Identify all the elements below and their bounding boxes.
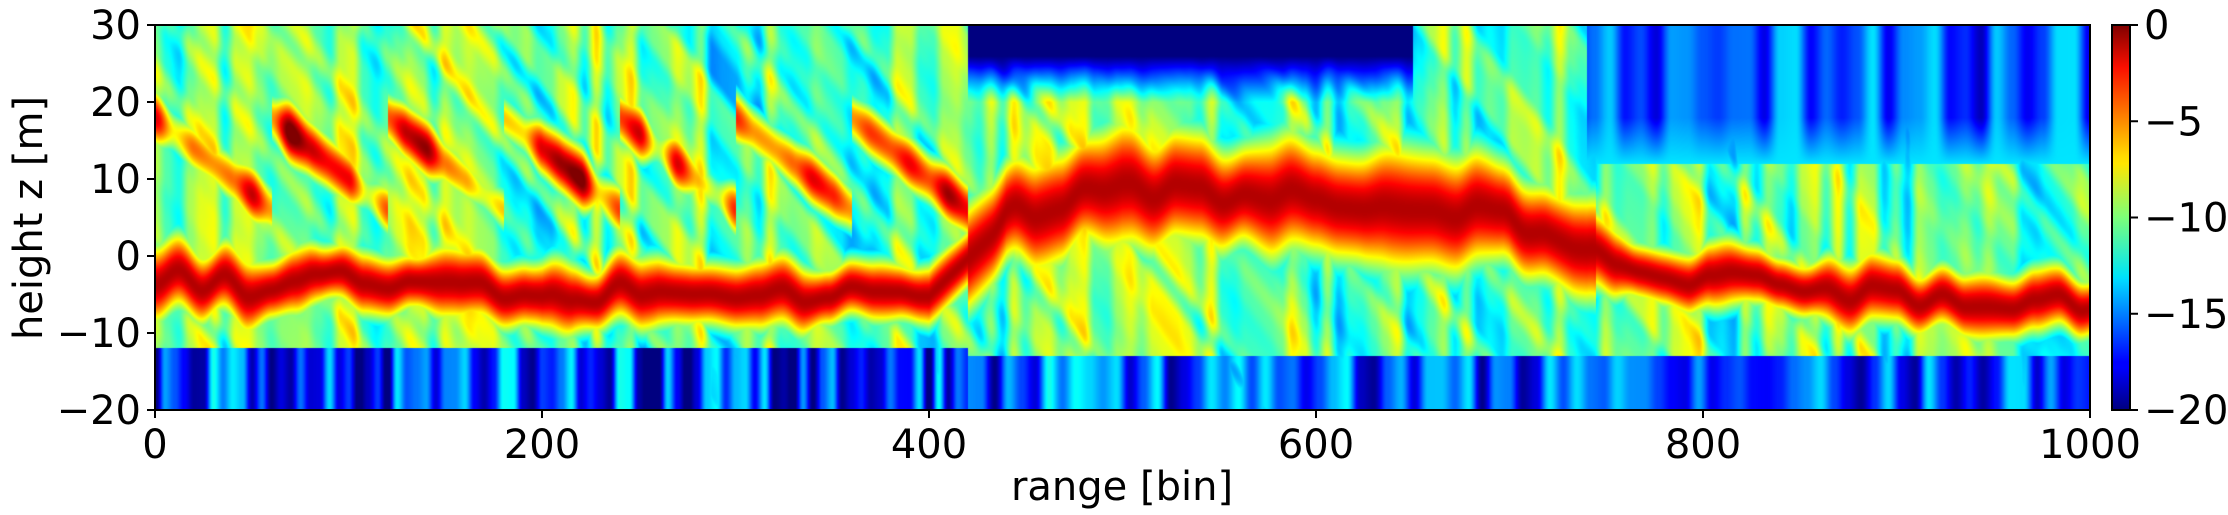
heatmap-area <box>154 24 2091 411</box>
y-tick-label: 0 <box>116 234 141 280</box>
heatmap-canvas <box>155 25 2090 410</box>
colorbar-tick-label: −15 <box>2144 292 2228 338</box>
x-tick-label: 400 <box>891 422 967 468</box>
x-axis-label: range [bin] <box>1011 464 1233 510</box>
y-axis-label: height z [m] <box>6 96 52 340</box>
x-tick-label: 200 <box>504 422 580 468</box>
colorbar-tick-label: 0 <box>2144 3 2169 49</box>
y-axis: −20 −10 0 10 20 30 <box>57 3 155 434</box>
y-tick-label: −10 <box>57 311 141 357</box>
colorbar-tick-label: −5 <box>2144 99 2203 145</box>
colorbar-tick-label: −20 <box>2144 388 2228 434</box>
plot-frame <box>154 24 2091 411</box>
y-tick-label: −20 <box>57 388 141 434</box>
colorbar <box>2111 24 2131 411</box>
colorbar-tick-label: −10 <box>2144 196 2228 242</box>
y-tick-label: 20 <box>90 80 141 126</box>
x-tick-label: 800 <box>1665 422 1741 468</box>
y-tick-label: 10 <box>90 157 141 203</box>
x-tick-label: 1000 <box>2039 422 2141 468</box>
y-tick-label: 30 <box>90 3 141 49</box>
x-tick-label: 600 <box>1278 422 1354 468</box>
colorbar-gradient <box>2111 24 2131 411</box>
colorbar-axis: 0 −5 −10 −15 −20 <box>2130 3 2228 434</box>
x-axis: 0 200 400 600 800 1000 <box>142 410 2141 468</box>
x-tick-label: 0 <box>142 422 167 468</box>
